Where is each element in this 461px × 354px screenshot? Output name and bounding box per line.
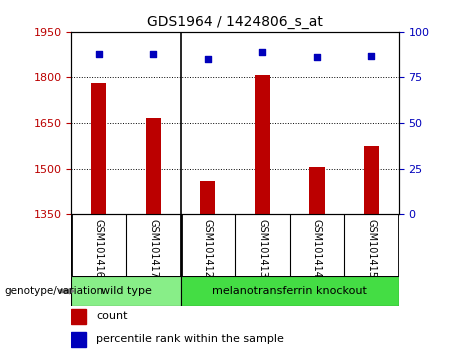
Bar [146, 118, 161, 214]
Text: melanotransferrin knockout: melanotransferrin knockout [212, 286, 367, 296]
Text: percentile rank within the sample: percentile rank within the sample [96, 335, 284, 344]
Point [259, 49, 266, 55]
Title: GDS1964 / 1424806_s_at: GDS1964 / 1424806_s_at [147, 16, 323, 29]
Text: genotype/variation: genotype/variation [5, 286, 104, 296]
Bar [71, 309, 86, 324]
Text: GSM101415: GSM101415 [366, 219, 377, 278]
Bar [309, 167, 325, 214]
Bar [181, 276, 399, 306]
Bar [255, 75, 270, 214]
Point [368, 53, 375, 58]
Bar [200, 181, 215, 214]
Point [204, 56, 212, 62]
Text: GSM101413: GSM101413 [257, 219, 267, 278]
Bar [71, 332, 86, 347]
Text: GSM101414: GSM101414 [312, 219, 322, 278]
Bar [364, 146, 379, 214]
Bar [71, 276, 181, 306]
Text: count: count [96, 312, 128, 321]
Bar [91, 83, 106, 214]
Point [95, 51, 102, 57]
Text: GSM101417: GSM101417 [148, 219, 158, 278]
Text: wild type: wild type [100, 286, 152, 296]
Point [313, 55, 321, 60]
Point [149, 51, 157, 57]
Text: GSM101416: GSM101416 [94, 219, 104, 278]
Text: GSM101412: GSM101412 [203, 219, 213, 278]
